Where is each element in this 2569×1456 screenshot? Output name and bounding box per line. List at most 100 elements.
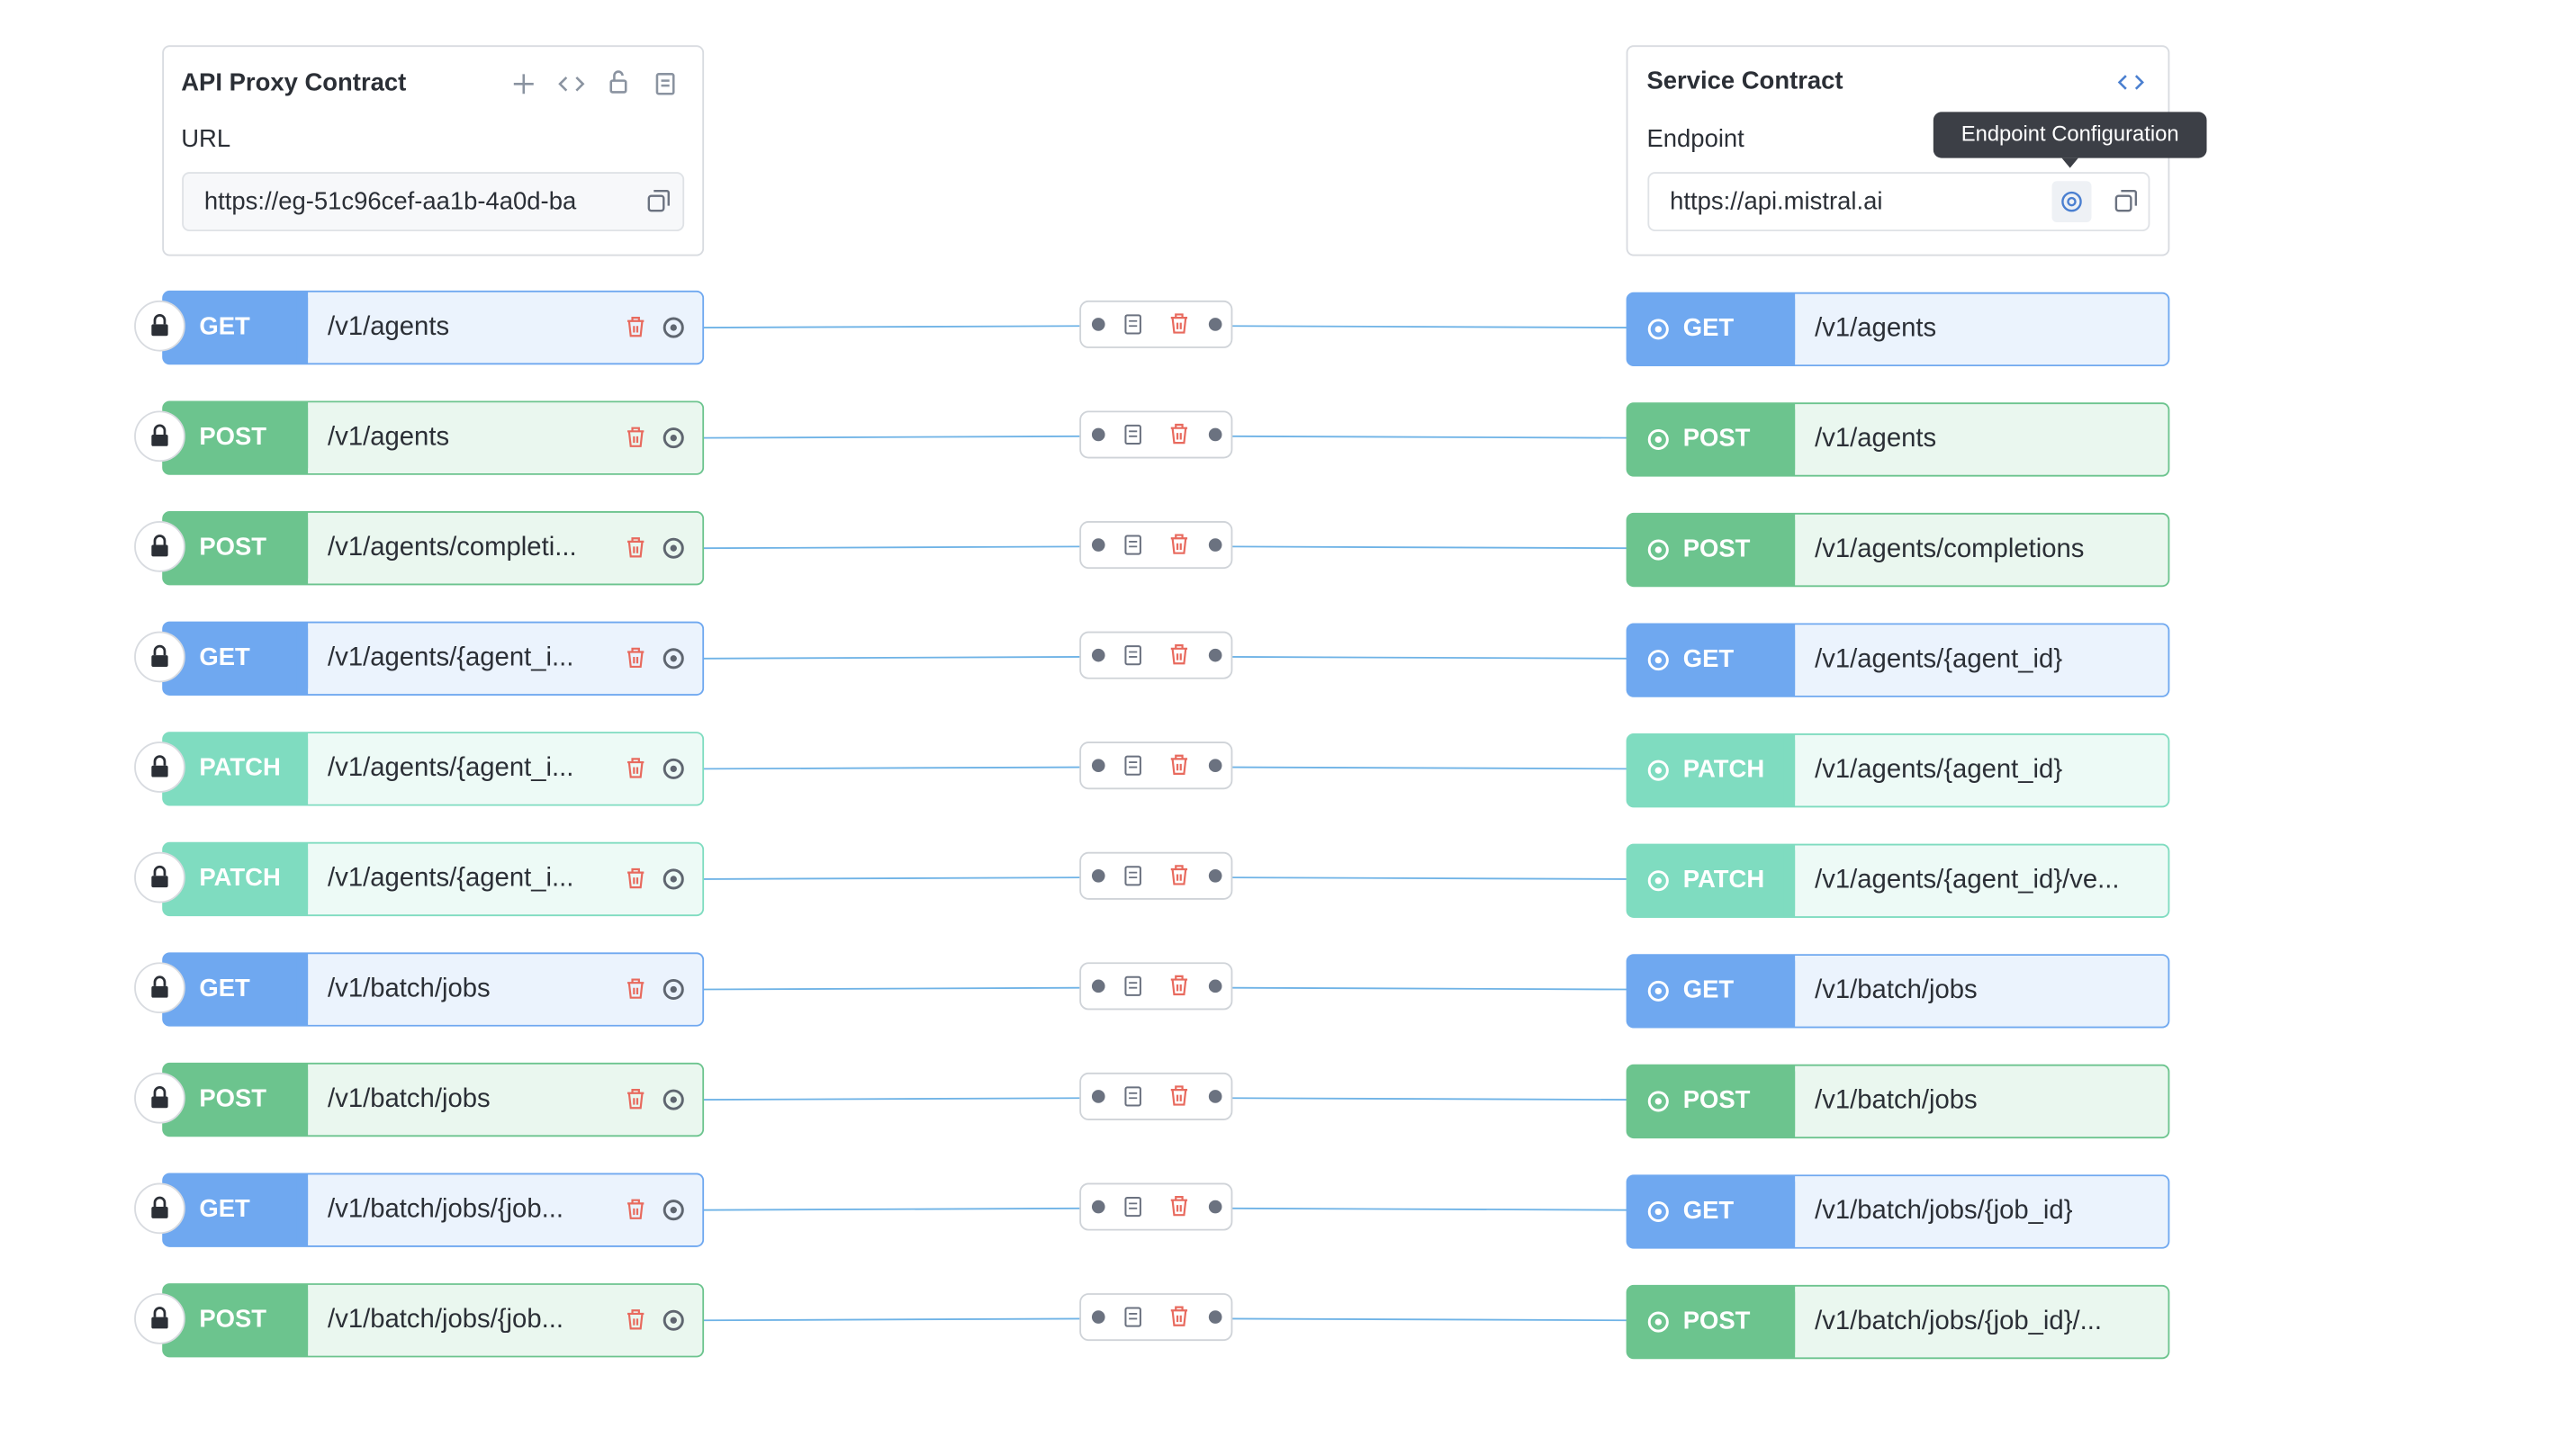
lock-body (151, 434, 168, 446)
service-route-bg (1795, 293, 2168, 365)
lock-shackle (153, 1086, 167, 1097)
doc-button[interactable] (1124, 866, 1141, 886)
proxy-path: /v1/batch/jobs/{job... (328, 1305, 563, 1334)
delete-button[interactable] (627, 1199, 645, 1219)
doc-button[interactable] (1124, 1086, 1141, 1107)
endpoint-value: https://api.mistral.ai (1670, 186, 1882, 214)
proxy-method-badge (163, 401, 309, 474)
select-ring[interactable] (663, 978, 684, 1001)
delete-button[interactable] (627, 647, 645, 669)
mapping-box[interactable] (1079, 1182, 1233, 1231)
link-line (703, 1097, 1081, 1101)
doc-lines (1129, 1092, 1138, 1100)
mapping-box[interactable] (1079, 631, 1233, 679)
select-ring[interactable] (1647, 980, 1669, 1002)
select-ring[interactable] (1647, 1091, 1669, 1112)
delete-button[interactable] (1170, 313, 1188, 334)
proxy-method-badge-edge (296, 842, 309, 916)
delete-button[interactable] (1170, 865, 1188, 885)
select-ring[interactable] (663, 868, 684, 890)
link-line (1231, 1097, 1627, 1101)
config-button[interactable] (2051, 181, 2092, 222)
mapping-box[interactable] (1079, 962, 1233, 1011)
copy-button[interactable] (2114, 190, 2138, 212)
proxy-method-badge (163, 1063, 309, 1137)
doc-button[interactable] (1124, 1307, 1141, 1327)
select-ring[interactable] (1647, 650, 1669, 671)
doc-button[interactable] (1124, 975, 1141, 996)
select-dot (670, 1317, 677, 1324)
mapping-dot (1091, 868, 1105, 883)
select-ring[interactable] (1647, 759, 1669, 781)
service-method-badge-edge (1783, 292, 1796, 366)
delete-button[interactable] (1170, 975, 1188, 996)
delete-button[interactable] (1170, 1195, 1188, 1217)
delete-button[interactable] (627, 758, 645, 778)
select-ring[interactable] (1647, 319, 1669, 340)
doc-button[interactable] (1124, 1196, 1141, 1218)
delete-button[interactable] (1170, 534, 1188, 554)
select-ring[interactable] (663, 317, 684, 338)
delete-button[interactable] (627, 537, 645, 558)
select-ring[interactable] (1647, 539, 1669, 561)
doc-lines (1129, 430, 1138, 437)
doc-button[interactable] (1124, 645, 1141, 666)
proxy-title: API Proxy Contract (181, 68, 406, 96)
route-row: PATCH/v1/agents/{agent_i... PATCH/v1/agen… (134, 841, 2170, 918)
delete-button[interactable] (1170, 1085, 1188, 1106)
proxy-path: /v1/agents/completi... (328, 533, 577, 562)
delete-button[interactable] (627, 316, 645, 337)
doc-button[interactable] (1124, 314, 1141, 335)
mapping-box[interactable] (1079, 521, 1233, 570)
copy-button[interactable] (647, 190, 670, 212)
doc-lines (1129, 871, 1138, 879)
select-ring[interactable] (663, 648, 684, 670)
code-button[interactable] (2117, 75, 2144, 90)
select-dot (670, 434, 677, 442)
select-ring[interactable] (663, 758, 684, 779)
select-ring[interactable] (1647, 1311, 1669, 1333)
link-line (1231, 876, 1627, 880)
delete-button[interactable] (1170, 423, 1188, 445)
delete-button[interactable] (1170, 1306, 1188, 1326)
select-ring[interactable] (663, 1089, 684, 1110)
select-dot (670, 985, 677, 993)
url-input[interactable] (182, 172, 685, 232)
mapping-box[interactable] (1079, 300, 1233, 348)
doc-lines (1129, 651, 1138, 658)
mapping-box[interactable] (1079, 851, 1233, 900)
mapping-dot (1091, 318, 1105, 331)
delete-button[interactable] (1170, 754, 1188, 775)
delete-button[interactable] (627, 427, 645, 447)
delete-button[interactable] (627, 978, 645, 999)
select-ring[interactable] (1647, 428, 1669, 450)
service-method-badge (1627, 403, 1796, 476)
mapping-box[interactable] (1079, 410, 1233, 459)
lock-body (151, 324, 168, 337)
mapping-dot (1091, 1310, 1105, 1324)
service-route-bg (1795, 1065, 2168, 1137)
endpoint-input[interactable] (1647, 172, 2150, 232)
select-ring[interactable] (663, 537, 684, 559)
doc-button[interactable] (1124, 424, 1141, 445)
select-ring[interactable] (663, 1200, 684, 1221)
delete-button[interactable] (627, 1309, 645, 1330)
select-dot (670, 655, 677, 662)
select-ring[interactable] (1647, 1200, 1669, 1223)
delete-button[interactable] (1170, 644, 1188, 665)
mapping-box[interactable] (1079, 741, 1233, 790)
delete-button[interactable] (627, 1089, 645, 1110)
proxy-method: PATCH (199, 753, 280, 781)
delete-button[interactable] (627, 867, 645, 889)
lock-shackle (153, 975, 167, 986)
proxy-method-badge-edge (296, 953, 309, 1026)
mapping-box[interactable] (1079, 1072, 1233, 1120)
mapping-box[interactable] (1079, 1293, 1233, 1342)
select-ring[interactable] (663, 1309, 684, 1331)
lock-shackle (153, 1196, 167, 1208)
proxy-toolbar[interactable] (513, 70, 675, 95)
doc-button[interactable] (1124, 535, 1141, 555)
doc-button[interactable] (1124, 755, 1141, 776)
select-ring[interactable] (663, 427, 684, 449)
select-ring[interactable] (1647, 870, 1669, 892)
